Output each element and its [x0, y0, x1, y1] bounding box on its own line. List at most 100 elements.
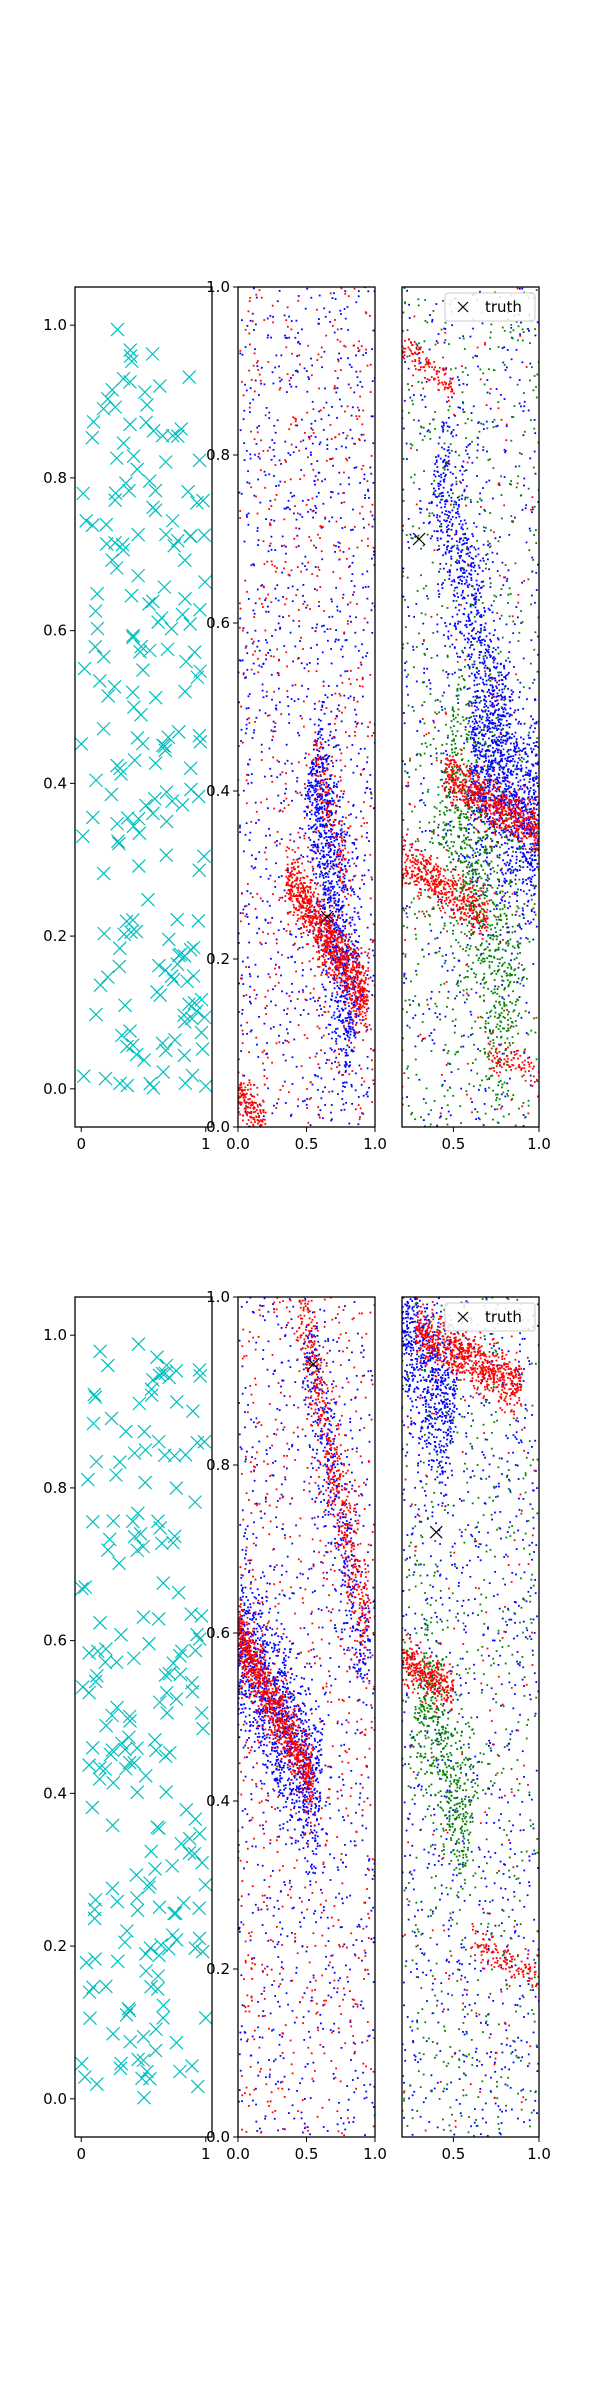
data-point: [339, 927, 342, 930]
data-point: [331, 992, 334, 995]
data-point: [330, 930, 332, 933]
data-point: [321, 971, 323, 974]
data-point: [246, 1123, 248, 1125]
data-point: [310, 296, 313, 299]
data-point: [508, 864, 510, 867]
data-point: [245, 723, 248, 726]
data-point: [316, 820, 319, 823]
data-point: [345, 1049, 348, 1051]
data-point: [268, 904, 271, 907]
data-point: [326, 928, 328, 931]
data-point: [317, 733, 319, 736]
x-marker: [112, 941, 127, 956]
data-point: [319, 857, 322, 860]
data-point: [520, 764, 522, 767]
data-point: [507, 760, 510, 763]
data-point: [277, 672, 280, 674]
data-point: [317, 904, 320, 907]
data-point: [284, 334, 286, 337]
data-point: [343, 984, 346, 987]
data-point: [329, 927, 332, 929]
data-point: [238, 626, 241, 629]
x-marker: [108, 535, 122, 550]
data-point: [472, 715, 475, 718]
data-point: [244, 905, 246, 908]
data-point: [329, 775, 332, 777]
data-point: [510, 786, 512, 789]
data-point: [492, 754, 495, 757]
data-point: [360, 433, 363, 436]
data-point: [331, 457, 334, 460]
data-point: [263, 1134, 265, 1136]
data-point: [254, 348, 256, 351]
data-point: [361, 995, 363, 998]
data-point: [484, 806, 487, 809]
data-point: [350, 940, 353, 943]
data-point: [344, 921, 346, 923]
data-point: [330, 490, 332, 493]
data-point: [278, 615, 281, 618]
data-point: [323, 916, 326, 919]
data-point: [285, 869, 288, 872]
data-point: [323, 1052, 326, 1055]
data-point: [285, 651, 288, 654]
x-marker: [110, 816, 125, 831]
data-point: [319, 900, 322, 903]
data-point: [355, 982, 358, 984]
data-point: [318, 569, 321, 571]
data-point: [335, 939, 337, 942]
data-point: [307, 797, 309, 800]
data-point: [288, 315, 290, 318]
data-point: [485, 716, 488, 719]
data-point: [345, 936, 348, 939]
data-point: [289, 1000, 292, 1002]
data-point: [353, 968, 356, 971]
data-point: [318, 387, 321, 390]
data-point: [494, 666, 496, 669]
data-point: [361, 768, 364, 771]
x-marker: [198, 575, 212, 589]
data-point: [260, 1112, 263, 1115]
data-point: [292, 512, 295, 515]
data-point: [323, 818, 326, 820]
data-point: [516, 869, 519, 871]
data-point: [336, 387, 339, 389]
data-point: [347, 383, 350, 386]
data-point: [369, 363, 372, 366]
data-point: [267, 922, 270, 924]
data-point: [353, 442, 356, 445]
data-point: [342, 1073, 345, 1076]
data-point: [248, 369, 251, 372]
data-point: [321, 625, 323, 628]
data-point: [255, 716, 258, 719]
data-point: [345, 977, 347, 980]
data-point: [323, 773, 326, 775]
data-point: [326, 825, 328, 828]
data-point: [366, 974, 369, 976]
x-marker: [198, 1079, 212, 1093]
data-point: [341, 882, 344, 884]
data-point: [510, 737, 513, 739]
data-point: [313, 544, 315, 547]
data-point: [324, 1011, 327, 1014]
data-point: [359, 1003, 361, 1006]
data-point: [311, 766, 314, 768]
data-point: [356, 947, 359, 949]
data-point: [238, 1095, 240, 1098]
x-marker: [116, 371, 131, 386]
data-point: [318, 1116, 321, 1119]
data-point: [301, 899, 304, 901]
data-point: [361, 964, 364, 967]
data-point: [323, 903, 326, 906]
data-point: [357, 1104, 360, 1106]
data-point: [322, 758, 325, 761]
data-point: [355, 966, 358, 969]
data-point: [337, 927, 340, 929]
data-point: [325, 920, 327, 923]
data-point: [332, 844, 335, 847]
data-point: [312, 893, 315, 896]
data-point: [498, 721, 500, 723]
data-point: [522, 866, 525, 869]
data-point: [240, 1095, 243, 1098]
data-point: [264, 474, 267, 477]
